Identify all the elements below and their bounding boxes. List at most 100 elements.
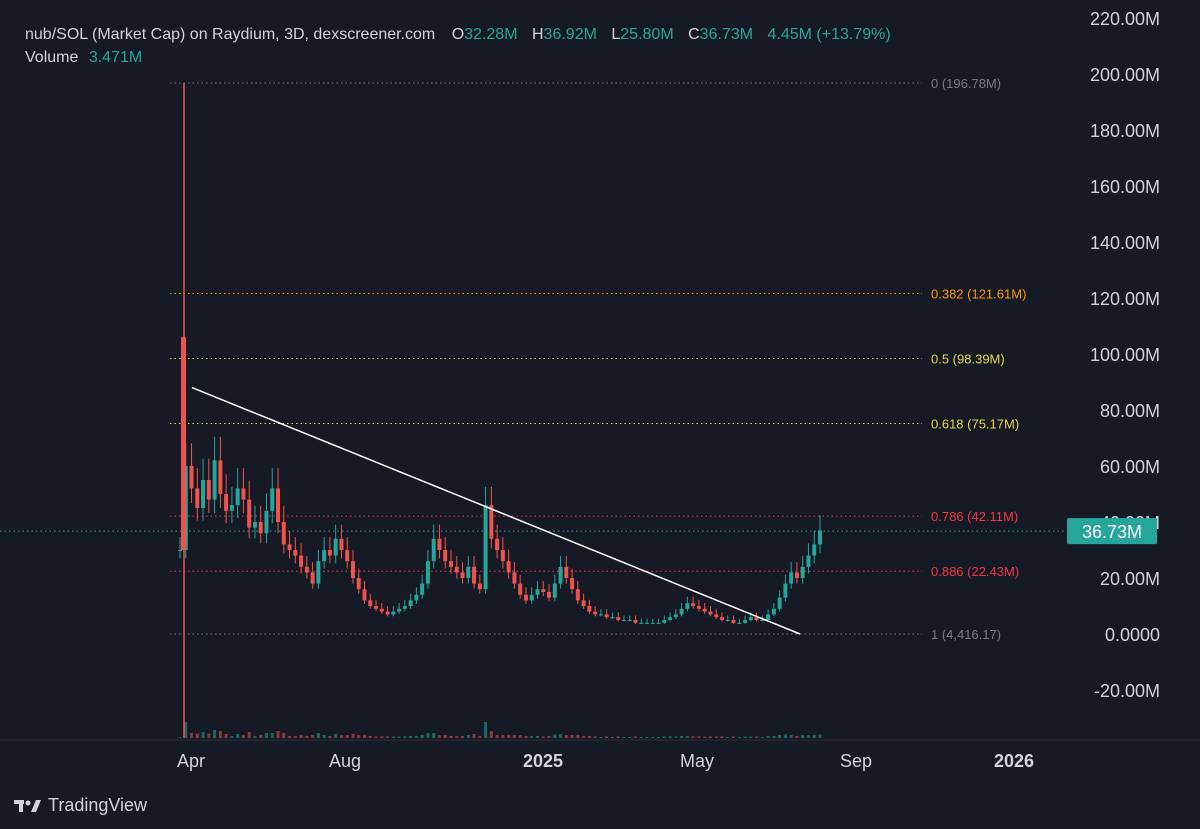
volume-bar <box>184 722 188 738</box>
volume-bar <box>610 737 614 738</box>
candle-body <box>287 544 292 550</box>
candle-body <box>327 550 332 556</box>
candle-body <box>570 578 575 590</box>
volume-bar <box>195 733 199 738</box>
volume-bar <box>524 736 528 738</box>
legend-change: 4.45M (+13.79%) <box>767 26 891 43</box>
candle-body <box>276 488 281 522</box>
volume-bar <box>645 737 649 738</box>
candle-body <box>696 606 701 609</box>
legend-high-label: H <box>531 26 544 43</box>
volume-bar <box>685 736 689 738</box>
volume-bar <box>691 736 695 738</box>
volume-bar <box>760 737 764 738</box>
volume-bar <box>466 735 470 738</box>
y-tick-label: 0.0000 <box>1105 625 1160 645</box>
candle-body <box>673 614 678 618</box>
tradingview-logo[interactable]: TradingView <box>14 795 147 816</box>
volume-bar <box>737 737 741 738</box>
volume-bar <box>708 736 712 738</box>
candle-body <box>725 620 730 621</box>
legend-open-value: 32.28M <box>464 26 518 43</box>
volume-bar <box>270 733 274 738</box>
candle-body <box>333 538 338 556</box>
y-tick-label: 160.00M <box>1090 177 1160 197</box>
volume-bar <box>305 736 309 738</box>
volume-bar <box>639 737 643 738</box>
volume-bar <box>432 733 436 738</box>
candle-body <box>639 622 644 624</box>
y-tick-label: 20.00M <box>1100 569 1160 589</box>
volume-bar <box>201 732 205 738</box>
fib-level-label: 0 (196.78M) <box>931 76 1001 91</box>
volume-bar <box>259 735 263 738</box>
volume-bar <box>726 737 730 738</box>
volume-bar <box>680 736 684 738</box>
candle-body <box>529 594 534 601</box>
volume-bar <box>276 731 280 738</box>
candle-body <box>575 589 580 601</box>
volume-bar <box>207 733 211 738</box>
volume-bar <box>783 734 787 738</box>
volume-bar <box>414 736 418 738</box>
candle-body <box>299 555 304 567</box>
candle-body <box>270 488 275 511</box>
candle-body <box>523 594 528 601</box>
legend-close-value: 36.73M <box>699 26 754 43</box>
candle-body <box>587 606 592 612</box>
candle-body <box>472 566 477 584</box>
candle-body <box>241 488 246 500</box>
volume-bar <box>812 735 816 738</box>
last-price-label: 36.73M <box>1082 522 1142 542</box>
candle-body <box>662 620 667 623</box>
candle-body <box>535 589 540 595</box>
candle-body <box>350 561 355 578</box>
volume-bar <box>484 722 488 738</box>
x-tick-label: Aug <box>329 751 361 771</box>
candle-body <box>264 510 269 534</box>
trendline <box>191 386 801 635</box>
candle-body <box>189 466 194 489</box>
candle-body <box>252 522 257 528</box>
volume-bar <box>553 734 557 738</box>
volume-bar <box>582 736 586 738</box>
volume-bar <box>651 737 655 738</box>
x-tick-label: 2025 <box>523 751 563 771</box>
candle-body <box>402 606 407 609</box>
volume-bar <box>288 736 292 738</box>
candle-body <box>454 566 459 573</box>
volume-bar <box>743 736 747 738</box>
volume-bar <box>282 733 286 738</box>
volume-bar <box>409 736 413 738</box>
volume-bar <box>357 735 361 738</box>
candle-body <box>685 603 690 609</box>
volume-bar <box>455 736 459 738</box>
candle-body <box>581 600 586 606</box>
candle-body <box>466 566 471 578</box>
volume-bar <box>778 735 782 738</box>
volume-bar <box>599 737 603 738</box>
candle-body <box>616 617 621 620</box>
candle-body <box>800 566 805 578</box>
volume-bar <box>426 733 430 738</box>
volume-bar <box>316 733 320 738</box>
y-tick-label: 140.00M <box>1090 233 1160 253</box>
volume-bar <box>334 734 338 738</box>
candle-body <box>460 572 465 578</box>
candle-body <box>806 555 811 567</box>
legend-low-label: L <box>611 26 621 43</box>
volume-bar <box>489 731 493 738</box>
candle-body <box>339 538 344 550</box>
candle-body <box>627 620 632 621</box>
candle-body <box>818 530 822 545</box>
volume-label: Volume <box>25 49 79 66</box>
volume-bar <box>570 735 574 738</box>
legend-close-label: C <box>688 26 700 43</box>
fib-level-label: 0.5 (98.39M) <box>931 352 1005 367</box>
tradingview-logo-icon <box>14 799 41 812</box>
fib-level-label: 0.382 (121.61M) <box>931 286 1026 301</box>
volume-bar <box>178 737 182 738</box>
candle-body <box>397 608 402 612</box>
candle-body <box>483 505 488 590</box>
